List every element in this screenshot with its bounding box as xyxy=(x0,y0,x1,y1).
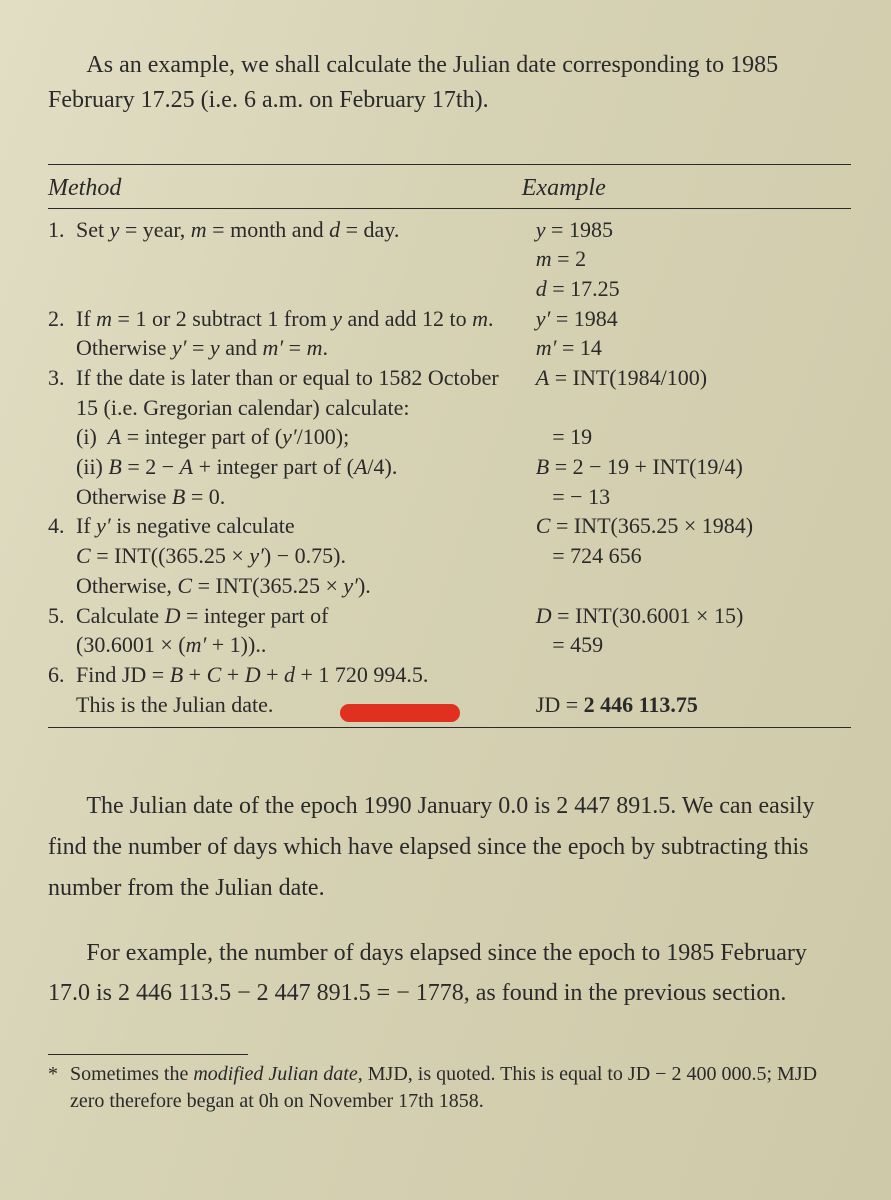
table-row: 4.If y′ is negative calculateC = INT((36… xyxy=(48,511,851,600)
table-row: 1.Set y = year, m = month and d = day.y … xyxy=(48,215,851,304)
step-number: 4. xyxy=(48,511,76,541)
table-header: Method Example xyxy=(48,171,851,209)
table-row: 5.Calculate D = integer part of(30.6001 … xyxy=(48,601,851,660)
method-text: Set y = year, m = month and d = day. xyxy=(76,215,532,245)
method-text: If m = 1 or 2 subtract 1 from y and add … xyxy=(76,304,532,363)
method-table: Method Example 1.Set y = year, m = month… xyxy=(48,164,851,729)
step-number: 1. xyxy=(48,215,76,245)
page: As an example, we shall calculate the Ju… xyxy=(0,0,891,1200)
footnote-text: Sometimes the modified Julian date, MJD,… xyxy=(70,1061,851,1115)
step-number: 5. xyxy=(48,601,76,631)
example-text: C = INT(365.25 × 1984) = 724 656 xyxy=(532,511,865,570)
example-text: D = INT(30.6001 × 15) = 459 xyxy=(532,601,865,660)
method-text: If y′ is negative calculateC = INT((365.… xyxy=(76,511,532,600)
example-text: JD = 2 446 113.75 xyxy=(532,660,865,719)
intro-paragraph: As an example, we shall calculate the Ju… xyxy=(48,48,851,118)
after-paragraph-2: For example, the number of days elapsed … xyxy=(48,933,851,1015)
example-text: y′ = 1984m′ = 14 xyxy=(532,304,865,363)
method-text: Calculate D = integer part of(30.6001 × … xyxy=(76,601,532,660)
step-number: 6. xyxy=(48,660,76,690)
table-row: 3.If the date is later than or equal to … xyxy=(48,363,851,511)
example-text: y = 1985m = 2d = 17.25 xyxy=(532,215,865,304)
step-number: 2. xyxy=(48,304,76,334)
method-text: If the date is later than or equal to 15… xyxy=(76,363,532,511)
after-paragraph-1: The Julian date of the epoch 1990 Januar… xyxy=(48,786,851,908)
header-example: Example xyxy=(522,175,851,202)
example-text: A = INT(1984/100) = 19B = 2 − 19 + INT(1… xyxy=(532,363,865,511)
method-text: Find JD = B + C + D + d + 1 720 994.5.Th… xyxy=(76,660,532,719)
footnote-rule xyxy=(48,1054,248,1055)
footnote-asterisk: * xyxy=(48,1061,70,1115)
red-underline-mark xyxy=(340,704,460,722)
footnote: * Sometimes the modified Julian date, MJ… xyxy=(48,1061,851,1115)
step-number: 3. xyxy=(48,363,76,393)
header-method: Method xyxy=(48,175,522,202)
table-row: 2.If m = 1 or 2 subtract 1 from y and ad… xyxy=(48,304,851,363)
